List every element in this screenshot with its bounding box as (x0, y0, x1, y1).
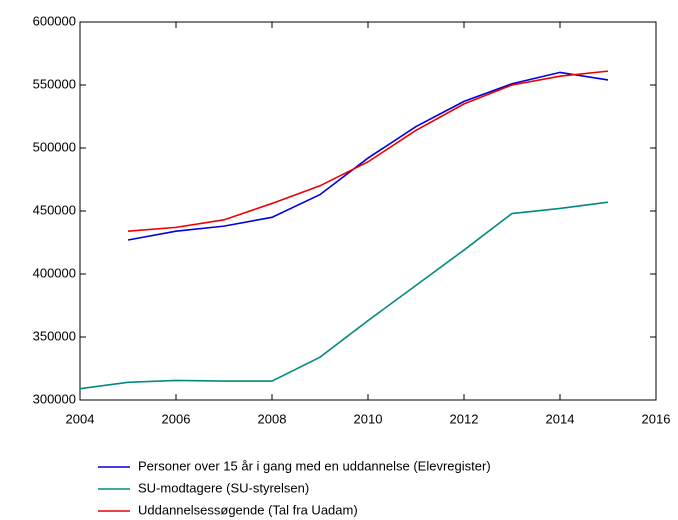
y-tick-label: 550000 (33, 76, 76, 91)
y-tick-label: 350000 (33, 328, 76, 343)
y-tick-label: 600000 (33, 13, 76, 28)
plot-frame (79, 21, 657, 401)
x-tick-label: 2004 (66, 411, 95, 426)
legend-label: Personer over 15 år i gang med en uddann… (138, 458, 491, 473)
series-line (127, 70, 609, 232)
series-line (127, 71, 609, 241)
x-tick-label: 2008 (258, 411, 287, 426)
x-tick-label: 2014 (546, 411, 575, 426)
x-tick-label: 2012 (450, 411, 479, 426)
x-tick-label: 2016 (642, 411, 671, 426)
series-line (79, 201, 609, 390)
x-tick-label: 2006 (162, 411, 191, 426)
y-tick-label: 500000 (33, 139, 76, 154)
y-tick-label: 400000 (33, 265, 76, 280)
y-tick-label: 450000 (33, 202, 76, 217)
x-tick-label: 2010 (354, 411, 383, 426)
y-tick-label: 300000 (33, 391, 76, 406)
legend-label: Uddannelsessøgende (Tal fra Uadam) (138, 502, 358, 517)
legend-label: SU-modtagere (SU-styrelsen) (138, 480, 309, 495)
